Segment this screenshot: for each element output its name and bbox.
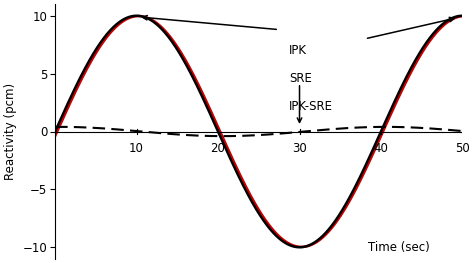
Text: 50: 50 [455,142,470,155]
Text: 10: 10 [129,142,144,155]
Text: Time (sec): Time (sec) [368,241,430,254]
Text: 30: 30 [292,142,307,155]
Text: IPK: IPK [289,43,307,57]
Text: IPK-SRE: IPK-SRE [289,99,333,113]
Text: 20: 20 [210,142,226,155]
Text: 40: 40 [374,142,388,155]
Text: SRE: SRE [289,72,312,84]
Y-axis label: Reactivity (pcm): Reactivity (pcm) [4,83,17,180]
